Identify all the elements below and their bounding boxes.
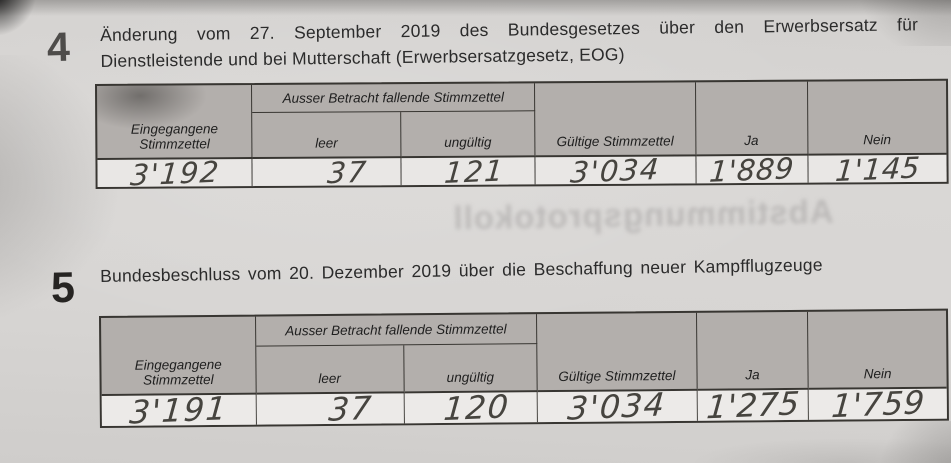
header-gueltige-stimmzettel: Gültige Stimmzettel <box>537 312 698 391</box>
header-gueltige-stimmzettel: Gültige Stimmzettel <box>535 82 696 156</box>
value-cell-leer: 37 <box>252 156 402 187</box>
top-right-shadow <box>835 0 951 46</box>
header-ausser-betracht: Ausser Betracht fallende Stimmzettel <box>252 83 536 114</box>
handwritten-gueltige: 3'034 <box>569 154 662 185</box>
value-cell-gueltige: 3'034 <box>535 154 697 185</box>
value-cell-gueltige: 3'034 <box>537 388 698 423</box>
header-eingegangene-stimmzettel: Eingegangene Stimmzettel <box>101 316 257 394</box>
handwritten-gueltige: 3'034 <box>566 388 668 423</box>
header-nein: Nein <box>863 366 892 382</box>
handwritten-eingegangene: 3'192 <box>128 157 221 187</box>
value-cell-nein: 1'145 <box>808 152 947 183</box>
header-ausser-betracht: Ausser Betracht fallende Stimmzettel <box>255 314 538 347</box>
handwritten-ungueltig: 121 <box>442 155 506 186</box>
handwritten-ungueltig: 120 <box>442 390 511 424</box>
section-5-title-line1: Bundesbeschluss vom 20. Dezember 2019 üb… <box>100 254 823 286</box>
handwritten-ja: 1'889 <box>707 153 796 184</box>
section-4-number: 4 <box>46 23 71 71</box>
section-5-title: Bundesbeschluss vom 20. Dezember 2019 üb… <box>100 250 930 289</box>
handwritten-eingegangene: 3'191 <box>128 392 230 426</box>
handwritten-ja: 1'275 <box>704 387 801 421</box>
handwritten-leer: 37 <box>326 156 370 187</box>
value-cell-leer: 37 <box>256 391 405 425</box>
value-cell-nein: 1'759 <box>808 386 947 420</box>
header-leer: leer <box>252 112 402 158</box>
header-ja: Ja <box>696 311 809 389</box>
header-ungueltig: ungültig <box>403 344 538 392</box>
value-cell-eingegangene: 3'191 <box>101 392 257 426</box>
top-left-corner-shadow <box>0 0 42 42</box>
section-5-results-table: Eingegangene Stimmzettel Ausser Betracht… <box>99 308 949 428</box>
value-cell-ungueltig: 120 <box>404 390 538 424</box>
handwritten-leer: 37 <box>327 391 375 425</box>
header-eingegangene-stimmzettel: Eingegangene Stimmzettel <box>97 85 253 158</box>
bottom-right-shadow <box>855 421 951 463</box>
section-4-results-table: Eingegangene Stimmzettel Ausser Betracht… <box>95 78 949 189</box>
handwritten-nein: 1'759 <box>829 386 926 420</box>
bleedthrough-title-text: Abstimmungsprotokoll <box>452 192 834 237</box>
bottom-bleedthrough-smudge <box>691 437 951 463</box>
header-ja: Ja <box>695 81 809 155</box>
value-cell-ja: 1'275 <box>697 387 810 421</box>
header-ungueltig: ungültig <box>401 111 536 157</box>
top-edge-shadow <box>0 0 951 16</box>
section-5-number: 5 <box>50 263 76 313</box>
handwritten-nein: 1'145 <box>833 152 921 183</box>
section-4-title: Änderung vom 27. September 2019 des Bund… <box>100 11 919 74</box>
value-cell-ja: 1'889 <box>695 153 809 184</box>
header-leer: leer <box>255 345 405 393</box>
value-cell-ungueltig: 121 <box>401 155 536 186</box>
value-cell-eingegangene: 3'192 <box>97 157 253 187</box>
header-nein: Nein <box>863 132 892 148</box>
